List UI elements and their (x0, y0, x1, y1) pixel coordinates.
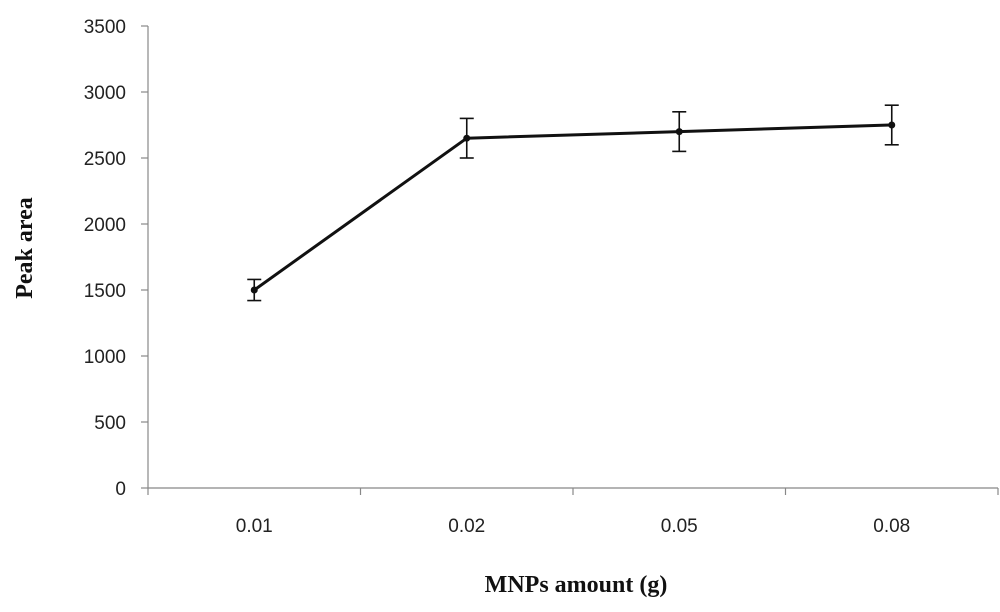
x-tick-label: 0.02 (448, 516, 485, 537)
data-point (675, 128, 683, 136)
x-axis-title: MNPs amount (g) (485, 572, 668, 598)
y-tick-label: 2000 (84, 215, 126, 236)
data-point (888, 121, 896, 129)
y-tick-label: 1000 (84, 347, 126, 368)
x-tick-label: 0.01 (236, 516, 273, 537)
y-tick-label: 0 (115, 479, 126, 500)
series-line (253, 123, 892, 292)
y-tick-label: 3000 (84, 83, 126, 104)
y-tick-label: 1500 (84, 281, 126, 302)
y-axis: 0 500 1000 1500 2000 2500 3000 3500 (84, 17, 149, 500)
x-tick-label: 0.08 (873, 516, 910, 537)
series (247, 104, 899, 302)
y-tick-label: 500 (94, 413, 126, 434)
x-tick-label: 0.05 (661, 516, 698, 537)
data-point (463, 134, 471, 142)
y-tick-label: 2500 (84, 149, 126, 170)
y-tick-label: 3500 (84, 17, 126, 38)
x-axis: 0.01 0.02 0.05 0.08 (147, 487, 999, 537)
data-point (250, 286, 258, 294)
y-axis-title: Peak area (12, 197, 38, 299)
